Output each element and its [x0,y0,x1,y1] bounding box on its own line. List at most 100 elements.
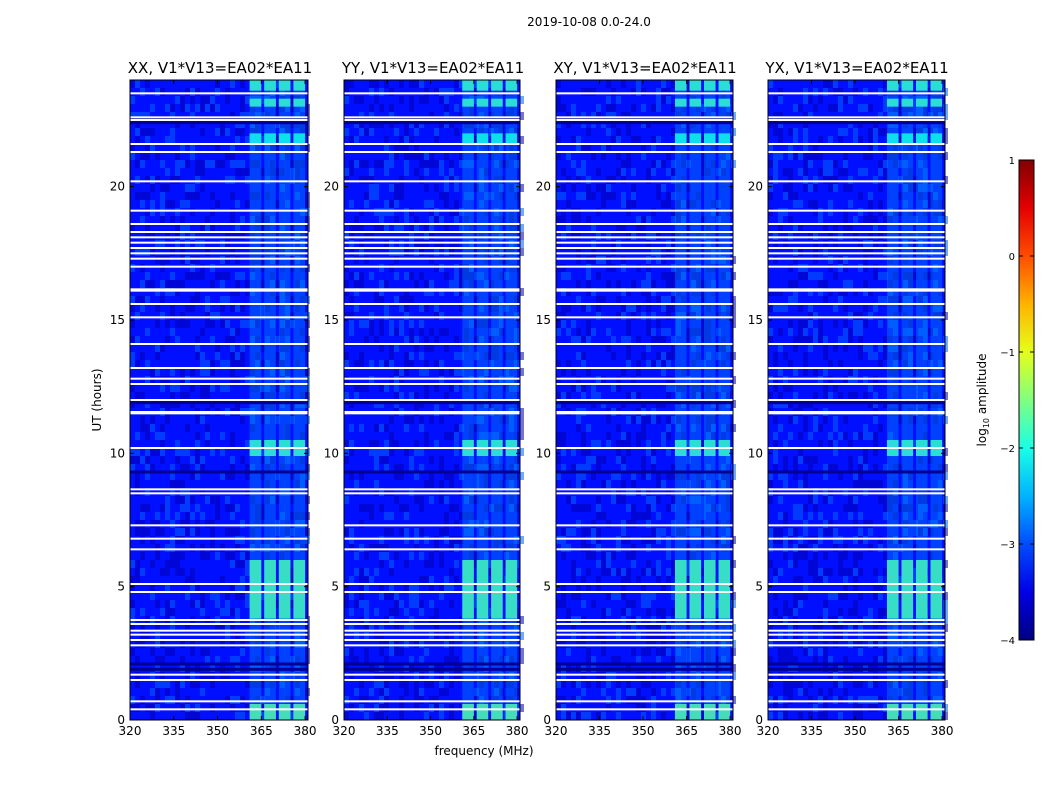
heatmap-noise-cell [444,200,449,208]
heatmap-noise-cell [509,128,514,136]
heatmap-noise-cell [160,640,165,648]
heatmap-noise-cell [933,240,938,248]
heatmap-flagged-row [768,223,945,225]
heatmap-noise-cell [245,632,250,640]
heatmap-noise-cell [344,168,349,176]
heatmap-noise-cell [773,488,778,496]
heatmap-noise-cell [230,112,235,120]
heatmap-noise-cell [656,320,661,328]
heatmap-dark-row [130,401,308,405]
heatmap-noise-cell [783,648,788,656]
heatmap-noise-cell [135,472,140,480]
heatmap-noise-cell [429,456,434,464]
heatmap-noise-cell [651,456,656,464]
heatmap-noise-cell [240,696,245,704]
heatmap-noise-cell [556,264,561,272]
heatmap-noise-cell [773,360,778,368]
heatmap-noise-cell [409,152,414,160]
heatmap-noise-cell [484,368,489,376]
heatmap-noise-cell [150,464,155,472]
heatmap-noise-cell [439,312,444,320]
heatmap-noise-cell [464,496,469,504]
heatmap-noise-cell [938,240,943,248]
heatmap-flagged-row [768,151,945,153]
heatmap-noise-cell [469,520,474,528]
heatmap-noise-cell [686,136,691,144]
heatmap-noise-cell [434,384,439,392]
heatmap-noise-cell [616,536,621,544]
heatmap-noise-cell [838,432,843,440]
heatmap-noise-cell [818,376,823,384]
heatmap-noise-cell [586,304,591,312]
heatmap-noise-cell [798,304,803,312]
heatmap-noise-cell [676,200,681,208]
heatmap-noise-cell [581,192,586,200]
heatmap-noise-cell [439,88,444,96]
heatmap-bright-cell [703,704,716,720]
heatmap-noise-cell [364,336,369,344]
heatmap-noise-cell [888,336,893,344]
heatmap-flagged-row [556,548,733,551]
heatmap-flagged-row [130,343,308,345]
heatmap-noise-cell [656,192,661,200]
heatmap-noise-cell [265,176,270,184]
heatmap-noise-cell [651,464,656,472]
heatmap-noise-cell [384,696,389,704]
heatmap-noise-cell [349,160,354,168]
heatmap-noise-cell [160,672,165,680]
heatmap-noise-cell [606,344,611,352]
heatmap-noise-cell [566,712,571,720]
heatmap-noise-cell [130,224,135,232]
heatmap-bright-cell [264,560,276,619]
heatmap-noise-cell [469,488,474,496]
heatmap-noise-cell [200,488,205,496]
heatmap-noise-cell [933,416,938,424]
heatmap-noise-cell [514,224,519,232]
heatmap-noise-cell [250,232,255,240]
heatmap-noise-cell [636,216,641,224]
heatmap-noise-cell [210,448,215,456]
heatmap-noise-cell [379,672,384,680]
heatmap-noise-cell [853,608,858,616]
heatmap-noise-cell [469,632,474,640]
heatmap-noise-cell [858,472,863,480]
heatmap-noise-cell [255,160,260,168]
heatmap-noise-cell [290,224,295,232]
heatmap-noise-cell [155,304,160,312]
heatmap-noise-cell [773,416,778,424]
heatmap-noise-cell [205,656,210,664]
heatmap-noise-cell [379,712,384,720]
heatmap-noise-cell [928,672,933,680]
heatmap-noise-cell [175,456,180,464]
heatmap-flagged-row [344,447,520,449]
heatmap-bright-cell [278,98,291,107]
heatmap-noise-cell [656,656,661,664]
heatmap-noise-cell [661,432,666,440]
heatmap-noise-cell [175,232,180,240]
heatmap-noise-cell [200,272,205,280]
heatmap-noise-cell [778,472,783,480]
heatmap-noise-cell [285,104,290,112]
heatmap-bright-cell [505,704,518,720]
heatmap-noise-cell [611,176,616,184]
heatmap-flagged-row [768,241,945,244]
heatmap-noise-cell [661,368,666,376]
heatmap-noise-cell [444,640,449,648]
heatmap-noise-cell [576,568,581,576]
heatmap-noise-cell [424,184,429,192]
heatmap-noise-cell [768,376,773,384]
heatmap-noise-cell [833,464,838,472]
heatmap-flagged-row [768,644,945,647]
heatmap-noise-cell [813,496,818,504]
heatmap-noise-cell [255,248,260,256]
heatmap-noise-cell [409,592,414,600]
heatmap-noise-cell [509,472,514,480]
heatmap-noise-cell [726,528,731,536]
heatmap-noise-cell [933,520,938,528]
heatmap-noise-cell [838,360,843,368]
heatmap-noise-cell [798,448,803,456]
heatmap-noise-cell [888,696,893,704]
heatmap-noise-cell [873,584,878,592]
heatmap-noise-cell [803,688,808,696]
heatmap-noise-cell [656,536,661,544]
